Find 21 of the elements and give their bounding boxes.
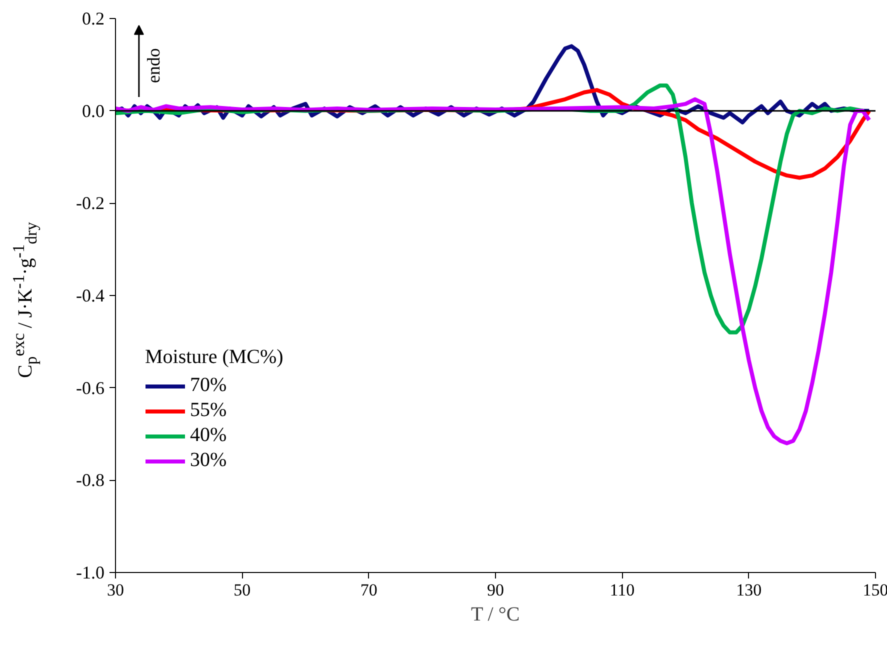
line-series [116, 97, 872, 446]
y-tick-label: -0.6 [76, 378, 105, 398]
x-axis-title: T / °C [470, 604, 520, 626]
y-tick-label: 0.2 [82, 8, 104, 28]
x-tick-label: 110 [610, 580, 635, 600]
y-tick-label: -0.4 [76, 286, 105, 306]
x-tick-label: 90 [487, 580, 504, 600]
legend-label: 55% [190, 399, 227, 422]
y-tick-label: -1.0 [76, 562, 105, 582]
legend-label: 30% [190, 449, 227, 472]
y-tick-label: -0.8 [76, 470, 105, 490]
y-tick-label: 0.0 [82, 100, 104, 121]
annotation: endo [143, 48, 164, 84]
x-tick-label: 30 [107, 580, 124, 600]
legend-title: Moisture (MC%) [145, 346, 284, 369]
x-tick-label: 130 [736, 580, 762, 600]
x-tick-label: 70 [360, 580, 378, 600]
y-tick-label: -0.2 [76, 193, 105, 214]
legend-label: 40% [190, 424, 227, 447]
legend-label: 70% [190, 374, 227, 397]
x-tick-label: 50 [234, 580, 251, 600]
